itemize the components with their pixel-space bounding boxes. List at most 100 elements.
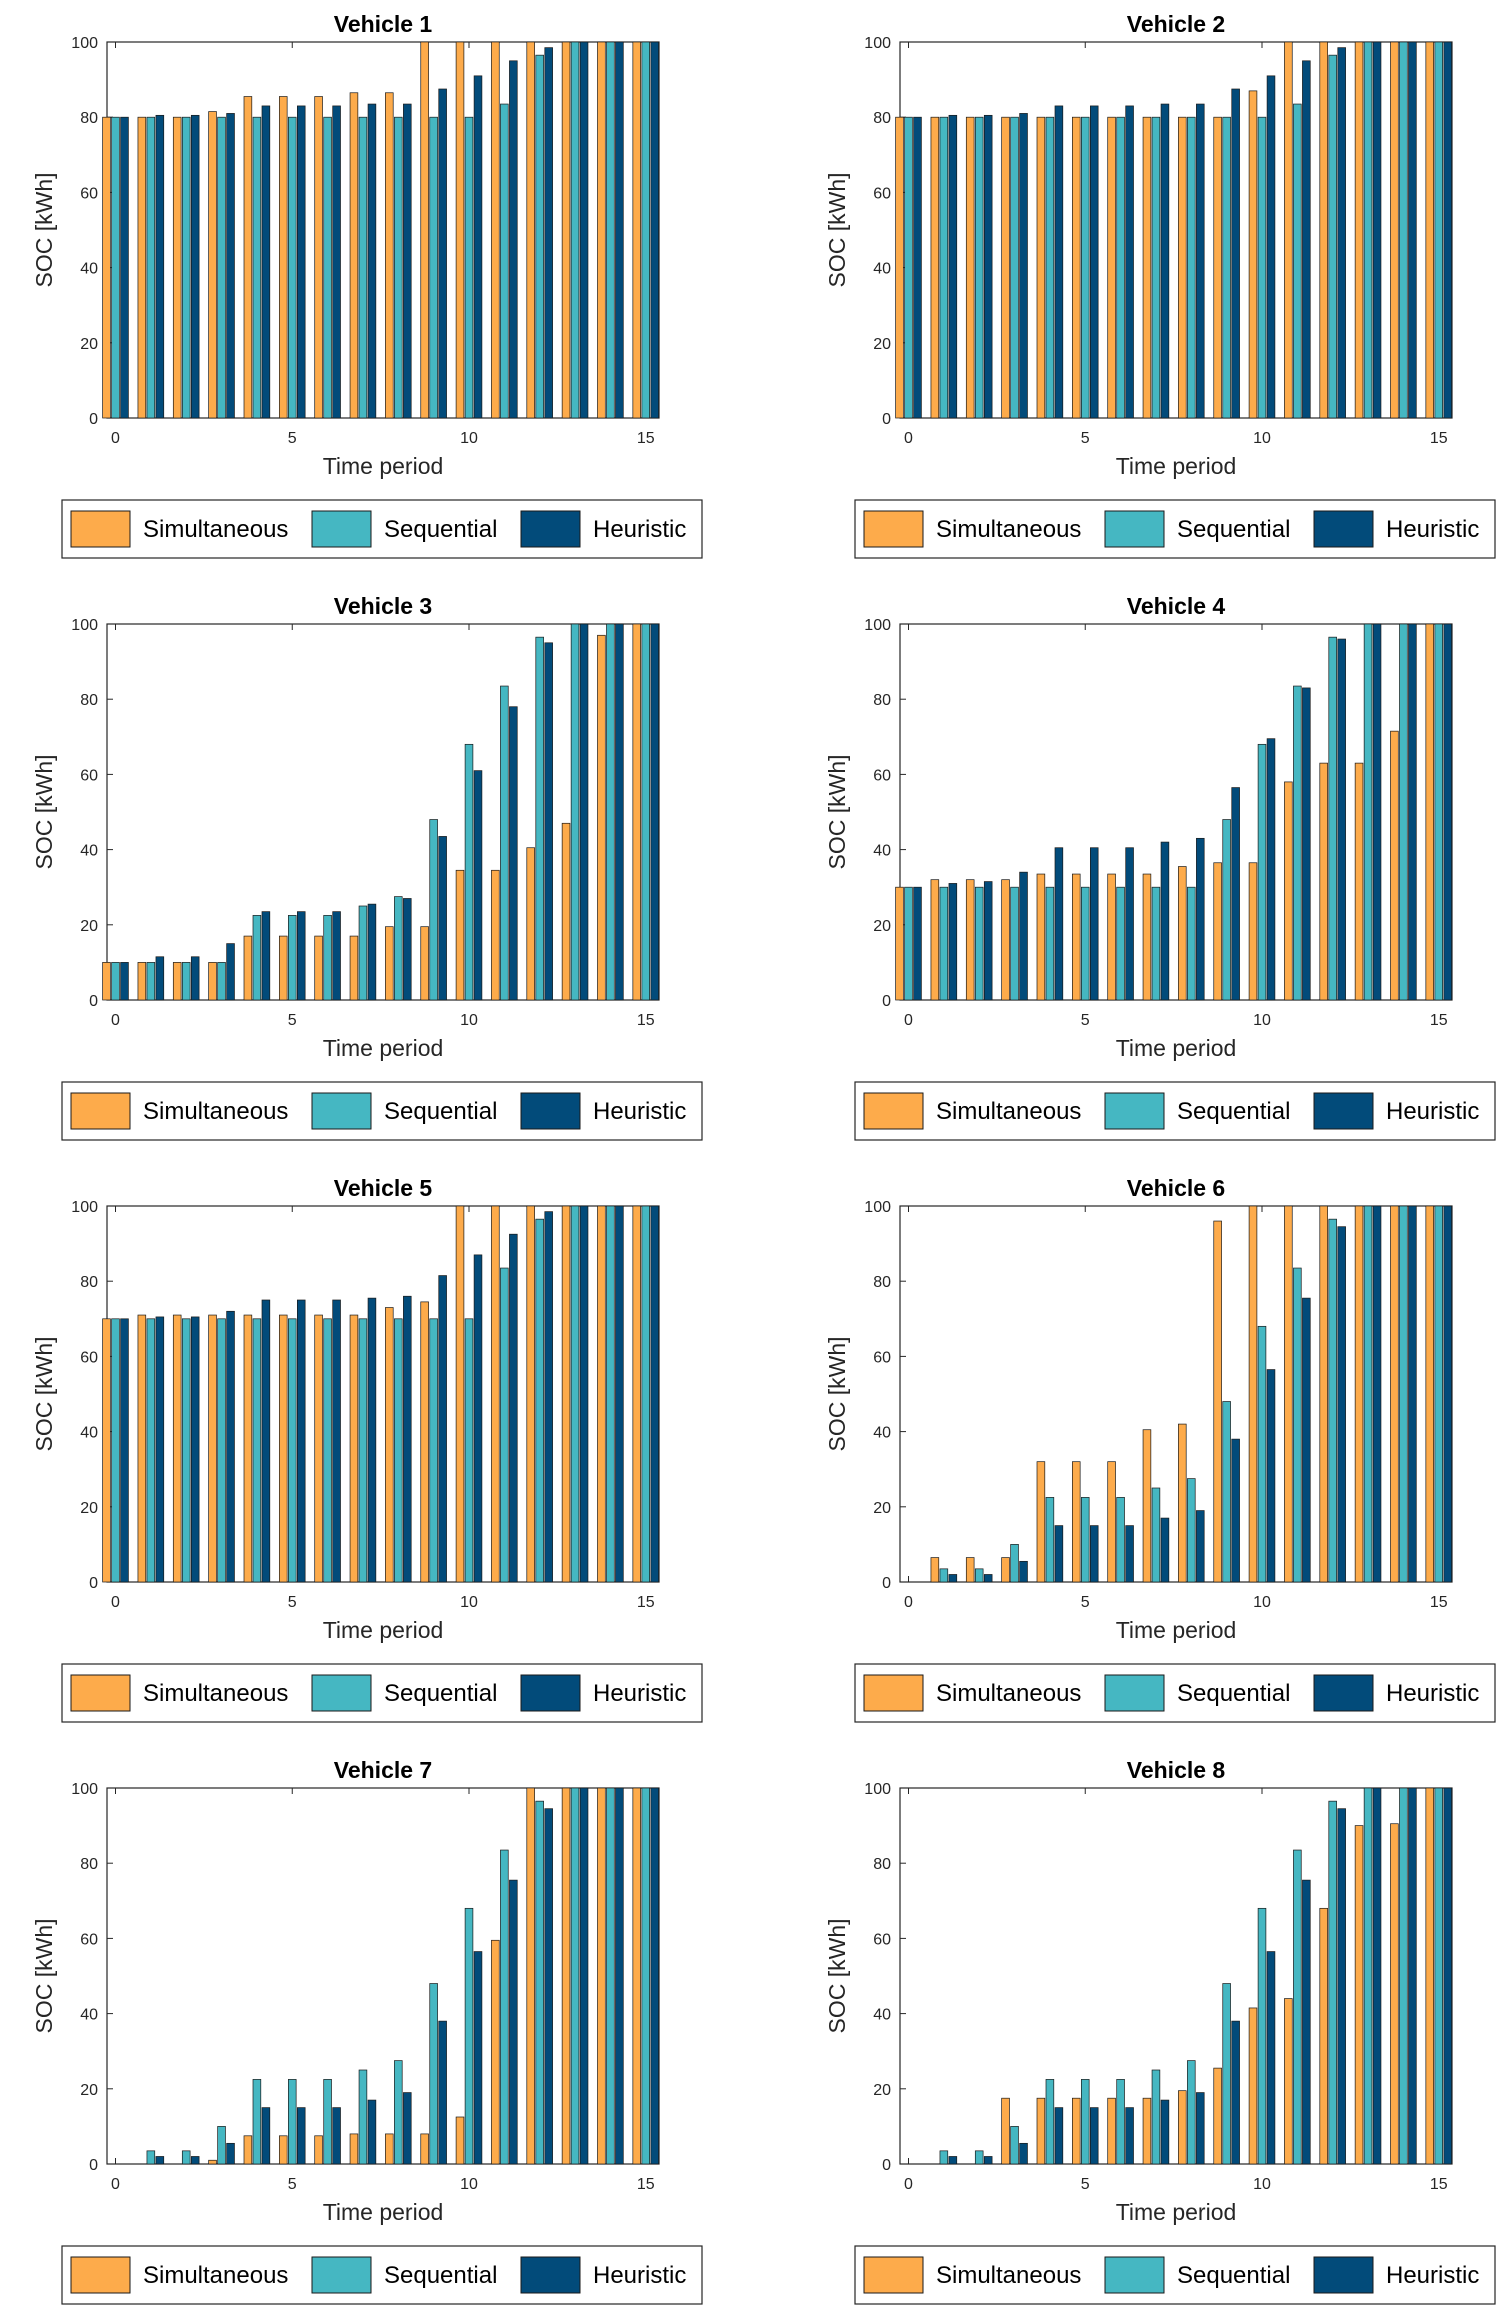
bar-sequential-t0 [904, 886, 913, 1001]
bar-sequential-t4 [1045, 2079, 1055, 2165]
bar-heuristic-t11 [1302, 1879, 1311, 2165]
bar-heuristic-t4 [261, 105, 271, 419]
x-tick-label: 15 [1430, 2176, 1448, 2193]
bar-simultaneous-t13 [1354, 762, 1364, 1001]
bar-sequential-t1 [146, 116, 156, 419]
bar-simultaneous-t0 [895, 886, 904, 1001]
y-tick-label: 20 [80, 2082, 98, 2099]
bar-simultaneous-t4 [1036, 2097, 1046, 2165]
bar-heuristic-t6 [332, 1299, 341, 1583]
bar-sequential-t13 [570, 1205, 580, 1583]
chart-panel-5: Vehicle 5 0 20 40 60 80 100 0 5 10 15 Time period SO… [31, 1175, 703, 1723]
legend-label-heuristic: Heuristic [1386, 2262, 1479, 2289]
bar-sequential-t2 [974, 116, 984, 419]
bar-simultaneous-t9 [1213, 862, 1222, 1001]
bar-simultaneous-t14 [597, 634, 606, 1001]
x-tick-label: 5 [1081, 430, 1090, 447]
bar-heuristic-t12 [1337, 1226, 1346, 1583]
bar-sequential-t0 [111, 962, 120, 1001]
bar-heuristic-t11 [1302, 1297, 1311, 1583]
x-tick-label: 15 [637, 1012, 655, 1029]
bar-simultaneous-t5 [279, 935, 288, 1001]
bar-sequential-t14 [606, 1205, 615, 1583]
bar-simultaneous-t15 [632, 1205, 641, 1583]
legend-swatch-simultaneous [863, 510, 924, 548]
legend: Simultaneous Sequential Heuristic [854, 1081, 1496, 1141]
y-tick-label: 80 [80, 1274, 98, 1291]
legend-swatch-sequential [311, 1674, 372, 1712]
y-tick-label: 60 [80, 1931, 98, 1948]
y-tick-label: 40 [873, 843, 891, 860]
legend-label-simultaneous: Simultaneous [143, 2262, 288, 2289]
legend-label-simultaneous: Simultaneous [936, 1680, 1081, 1707]
y-tick-label: 40 [873, 1425, 891, 1442]
y-tick-label: 0 [89, 2157, 98, 2174]
bar-heuristic-t2 [983, 881, 993, 1001]
bar-sequential-t5 [288, 915, 297, 1001]
bar-simultaneous-t6 [314, 2135, 323, 2165]
bar-simultaneous-t11 [1284, 781, 1293, 1001]
bar-sequential-t8 [1187, 2060, 1196, 2165]
y-tick-label: 60 [873, 1349, 891, 1366]
x-axis-label: Time period [323, 2199, 444, 2225]
bar-simultaneous-t8 [1178, 116, 1187, 419]
bar-simultaneous-t13 [561, 822, 571, 1001]
bar-sequential-t0 [904, 116, 913, 419]
bar-heuristic-t12 [544, 642, 553, 1001]
bar-heuristic-t1 [948, 2156, 958, 2165]
x-tick-label: 0 [111, 1012, 120, 1029]
y-tick-label: 0 [882, 1575, 891, 1592]
bar-simultaneous-t2 [172, 1314, 182, 1583]
bar-sequential-t8 [394, 116, 403, 419]
bar-heuristic-t6 [332, 2107, 341, 2165]
bar-sequential-t3 [1010, 2126, 1019, 2165]
legend-swatch-sequential [311, 2256, 372, 2294]
x-tick-label: 0 [904, 2176, 913, 2193]
bar-heuristic-t14 [1408, 1205, 1417, 1583]
bar-sequential-t9 [429, 1983, 438, 2165]
bar-heuristic-t12 [544, 1808, 553, 2165]
y-tick-label: 60 [80, 185, 98, 202]
bar-simultaneous-t13 [561, 1787, 571, 2165]
bar-simultaneous-t5 [279, 2135, 288, 2165]
bar-simultaneous-t13 [561, 1205, 571, 1583]
bar-simultaneous-t5 [279, 96, 288, 419]
bar-sequential-t11 [500, 1267, 509, 1583]
legend-box [61, 1081, 703, 1141]
legend-label-simultaneous: Simultaneous [936, 2262, 1081, 2289]
bar-simultaneous-t11 [1284, 41, 1293, 419]
bar-sequential-t13 [1363, 623, 1373, 1001]
bar-heuristic-t10 [473, 1951, 483, 2165]
bar-sequential-t15 [641, 41, 650, 419]
bar-sequential-t6 [1116, 886, 1125, 1001]
bar-heuristic-t8 [1196, 103, 1205, 419]
bar-sequential-t13 [570, 41, 580, 419]
bar-heuristic-t2 [190, 114, 200, 419]
bar-simultaneous-t6 [314, 935, 323, 1001]
bar-simultaneous-t10 [455, 869, 465, 1001]
bar-simultaneous-t3 [208, 2159, 217, 2165]
bar-sequential-t5 [288, 2079, 297, 2165]
bar-heuristic-t11 [1302, 687, 1311, 1001]
y-tick-label: 60 [80, 1349, 98, 1366]
bar-heuristic-t12 [1337, 47, 1346, 419]
bar-heuristic-t15 [1443, 1787, 1452, 2165]
y-tick-label: 60 [873, 185, 891, 202]
bar-heuristic-t5 [297, 105, 306, 419]
bar-heuristic-t13 [579, 1787, 589, 2165]
bar-simultaneous-t3 [208, 962, 217, 1001]
bar-sequential-t10 [464, 1318, 474, 1583]
bar-heuristic-t14 [615, 41, 624, 419]
bar-sequential-t1 [146, 962, 156, 1001]
bar-sequential-t11 [500, 685, 509, 1001]
bar-heuristic-t2 [983, 1574, 993, 1583]
bar-sequential-t13 [1363, 1205, 1373, 1583]
bar-heuristic-t12 [1337, 638, 1346, 1001]
bar-sequential-t12 [535, 1218, 544, 1583]
bar-simultaneous-t8 [385, 92, 394, 419]
bar-simultaneous-t8 [385, 926, 394, 1001]
bar-sequential-t7 [358, 1318, 368, 1583]
bar-simultaneous-t12 [526, 1787, 535, 2165]
chart-title: Vehicle 6 [1127, 1175, 1225, 1201]
bar-sequential-t10 [464, 1907, 474, 2165]
